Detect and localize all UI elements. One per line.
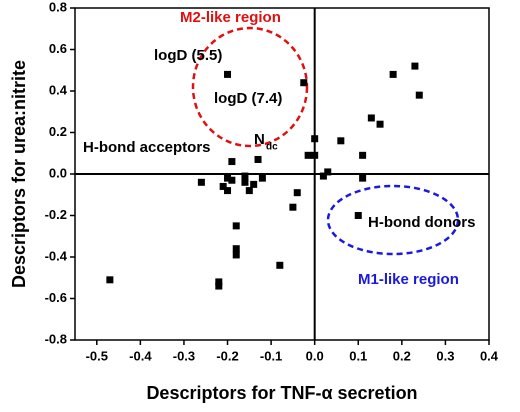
point [215, 278, 223, 286]
point [232, 222, 240, 230]
point [197, 178, 205, 186]
annotation: M1-like region [358, 271, 459, 288]
point [324, 168, 332, 176]
point [224, 174, 232, 182]
point [319, 172, 327, 180]
point [359, 151, 367, 159]
y-tick-label: -0.2 [45, 207, 67, 222]
annotation: logD (7.4) [214, 90, 282, 107]
point [258, 174, 266, 182]
point [250, 180, 258, 188]
y-axis-title: Descriptors for urea:nitrite [9, 60, 29, 288]
annotation: H-bond acceptors [83, 139, 211, 156]
x-tick-label: -0.2 [216, 348, 238, 363]
y-tick-label: 0.4 [49, 82, 68, 97]
x-tick-label: -0.1 [260, 348, 282, 363]
point [300, 79, 308, 87]
y-tick-label: 0.6 [49, 41, 67, 56]
point [215, 282, 223, 290]
annotation: N [254, 131, 265, 148]
point [232, 245, 240, 253]
y-tick-label: -0.6 [45, 290, 67, 305]
y-tick-label: 0.0 [49, 165, 67, 180]
point [219, 182, 227, 190]
annotation: logD (5.5) [154, 47, 222, 64]
y-tick-label: 0.8 [49, 0, 67, 14]
point [228, 158, 236, 166]
point [224, 187, 232, 195]
point [389, 70, 397, 78]
x-tick-label: 0.0 [306, 348, 324, 363]
x-tick-label: -0.5 [86, 348, 108, 363]
point [376, 120, 384, 128]
point [311, 135, 319, 143]
point [367, 114, 375, 122]
point [359, 174, 367, 182]
x-tick-label: 0.4 [480, 348, 499, 363]
x-tick-label: 0.1 [349, 348, 367, 363]
x-tick-label: -0.4 [129, 348, 152, 363]
point [276, 261, 284, 269]
point [245, 187, 253, 195]
annotation: M2-like region [180, 9, 281, 26]
y-tick-label: 0.2 [49, 124, 67, 139]
x-tick-label: 0.3 [436, 348, 454, 363]
point [106, 276, 114, 284]
y-tick-label: -0.8 [45, 331, 67, 346]
x-tick-label: -0.3 [173, 348, 195, 363]
point [232, 251, 240, 259]
annotation-subscript: dc [266, 142, 278, 153]
m2-region [191, 26, 309, 148]
x-tick-label: 0.2 [393, 348, 411, 363]
point [254, 155, 262, 163]
point [241, 178, 249, 186]
point [293, 189, 301, 197]
point [224, 70, 232, 78]
point [289, 203, 297, 211]
point [304, 151, 312, 159]
point [311, 151, 319, 159]
annotation: H-bond donors [368, 214, 475, 231]
point [337, 137, 345, 145]
point [228, 176, 236, 184]
point [411, 62, 419, 70]
point [241, 172, 249, 180]
point [354, 212, 362, 219]
m1-region [326, 184, 460, 256]
point [415, 91, 423, 99]
x-axis-title: Descriptors for TNF-α secretion [146, 383, 417, 403]
y-tick-label: -0.4 [45, 248, 68, 263]
